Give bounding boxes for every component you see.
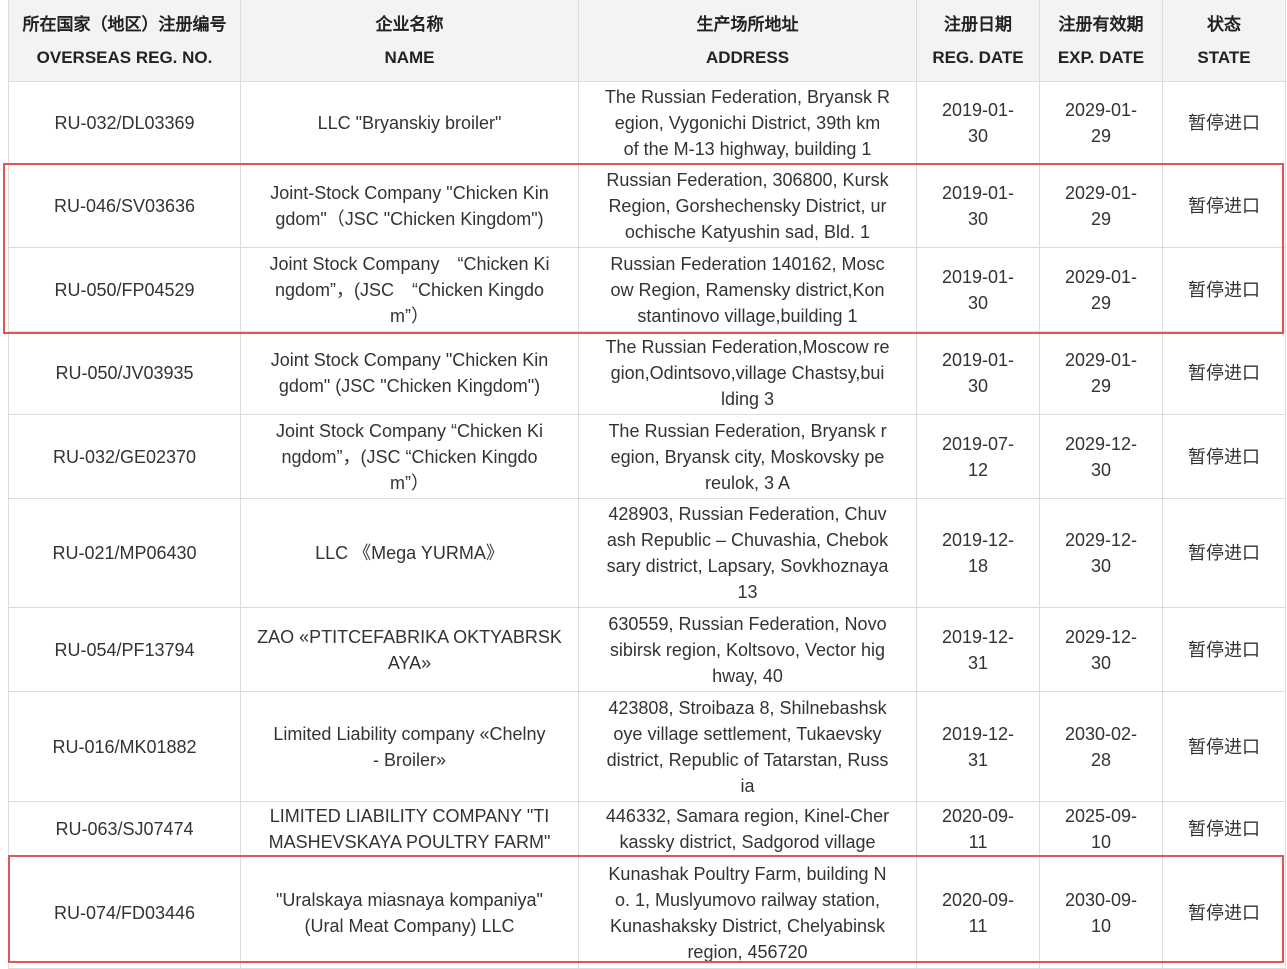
registration-table: 所在国家（地区）注册编号 OVERSEAS REG. NO. 企业名称 NAME 生… [8, 0, 1286, 969]
exp-date-cell: 2029-12- 30 [1039, 607, 1163, 692]
table-row: RU-063/SJ07474 LIMITED LIABILITY COMPANY … [8, 801, 1286, 857]
reg-date-cell: 2019-01- 30 [916, 247, 1040, 332]
header-en: ADDRESS [705, 47, 790, 67]
header-en: STATE [1197, 47, 1251, 67]
reg-no-cell: RU-021/MP06430 [8, 498, 241, 608]
header-reg-no: 所在国家（地区）注册编号 OVERSEAS REG. NO. [8, 0, 241, 82]
reg-no-cell: RU-046/SV03636 [8, 164, 241, 248]
header-reg-date: 注册日期 REG. DATE [916, 0, 1040, 82]
state-cell: 暂停进口 [1162, 498, 1286, 608]
header-zh: 生产场所地址 [696, 14, 799, 34]
reg-no-cell: RU-063/SJ07474 [8, 801, 241, 857]
table-row: RU-016/MK01882 Limited Liability company … [8, 691, 1286, 802]
exp-date-cell: 2029-01- 29 [1039, 331, 1163, 415]
address-cell: Kunashak Poultry Farm, building N o. 1, … [578, 856, 917, 969]
address-cell: The Russian Federation,Moscow re gion,Od… [578, 331, 917, 415]
address-cell: The Russian Federation, Bryansk r egion,… [578, 414, 917, 499]
header-en: EXP. DATE [1057, 47, 1145, 67]
exp-date-cell: 2030-02- 28 [1039, 691, 1163, 802]
table-row: RU-050/JV03935 Joint Stock Company "Chick… [8, 331, 1286, 415]
exp-date-cell: 2030-09- 10 [1039, 856, 1163, 969]
reg-date-cell: 2019-01- 30 [916, 331, 1040, 415]
table-row: RU-074/FD03446 "Uralskaya miasnaya kompan… [8, 856, 1286, 969]
state-cell: 暂停进口 [1162, 81, 1286, 165]
header-zh: 注册有效期 [1058, 14, 1144, 34]
reg-date-cell: 2019-12- 31 [916, 691, 1040, 802]
state-cell: 暂停进口 [1162, 856, 1286, 969]
reg-no-cell: RU-074/FD03446 [8, 856, 241, 969]
address-cell: 423808, Stroibaza 8, Shilnebashsk oye vi… [578, 691, 917, 802]
name-cell: "Uralskaya miasnaya kompaniya" (Ural Mea… [240, 856, 579, 969]
reg-no-cell: RU-032/GE02370 [8, 414, 241, 499]
header-row: 所在国家（地区）注册编号 OVERSEAS REG. NO. 企业名称 NAME 生… [8, 0, 1286, 82]
header-en: OVERSEAS REG. NO. [36, 47, 213, 67]
reg-no-cell: RU-016/MK01882 [8, 691, 241, 802]
name-cell: Joint-Stock Company "Chicken Kin gdom"（J… [240, 164, 579, 248]
address-cell: The Russian Federation, Bryansk R egion,… [578, 81, 917, 165]
header-state: 状态 STATE [1162, 0, 1286, 82]
state-cell: 暂停进口 [1162, 247, 1286, 332]
exp-date-cell: 2029-12- 30 [1039, 498, 1163, 608]
header-name: 企业名称 NAME [240, 0, 579, 82]
address-cell: 428903, Russian Federation, Chuv ash Rep… [578, 498, 917, 608]
header-zh: 所在国家（地区）注册编号 [22, 14, 227, 34]
reg-date-cell: 2019-07- 12 [916, 414, 1040, 499]
reg-no-cell: RU-054/PF13794 [8, 607, 241, 692]
reg-date-cell: 2019-01- 30 [916, 164, 1040, 248]
exp-date-cell: 2029-01- 29 [1039, 247, 1163, 332]
name-cell: ZAO «PTITCEFABRIKA OKTYABRSK AYA» [240, 607, 579, 692]
state-cell: 暂停进口 [1162, 331, 1286, 415]
reg-date-cell: 2020-09- 11 [916, 801, 1040, 857]
table-row: RU-050/FP04529 Joint Stock Company “Chick… [8, 247, 1286, 332]
header-exp-date: 注册有效期 EXP. DATE [1039, 0, 1163, 82]
state-cell: 暂停进口 [1162, 607, 1286, 692]
reg-date-cell: 2019-12- 31 [916, 607, 1040, 692]
header-zh: 状态 [1207, 14, 1241, 34]
state-cell: 暂停进口 [1162, 801, 1286, 857]
reg-date-cell: 2019-12- 18 [916, 498, 1040, 608]
exp-date-cell: 2029-12- 30 [1039, 414, 1163, 499]
header-en: REG. DATE [932, 47, 1024, 67]
state-cell: 暂停进口 [1162, 691, 1286, 802]
name-cell: LLC 《Mega YURMA》 [240, 498, 579, 608]
name-cell: Joint Stock Company "Chicken Kin gdom" (… [240, 331, 579, 415]
table-row: RU-054/PF13794 ZAO «PTITCEFABRIKA OKTYABR… [8, 607, 1286, 692]
table-row: RU-021/MP06430 LLC 《Mega YURMA》 428903, Ru… [8, 498, 1286, 608]
header-en: NAME [384, 47, 435, 67]
address-cell: 446332, Samara region, Kinel-Cher kassky… [578, 801, 917, 857]
reg-no-cell: RU-050/JV03935 [8, 331, 241, 415]
state-cell: 暂停进口 [1162, 164, 1286, 248]
address-cell: Russian Federation, 306800, Kursk Region… [578, 164, 917, 248]
reg-no-cell: RU-050/FP04529 [8, 247, 241, 332]
name-cell: Limited Liability company «Chelny - Broi… [240, 691, 579, 802]
table-row: RU-046/SV03636 Joint-Stock Company "Chick… [8, 164, 1286, 248]
header-address: 生产场所地址 ADDRESS [578, 0, 917, 82]
reg-date-cell: 2019-01- 30 [916, 81, 1040, 165]
name-cell: LLC "Bryanskiy broiler" [240, 81, 579, 165]
exp-date-cell: 2029-01- 29 [1039, 164, 1163, 248]
header-zh: 注册日期 [944, 14, 1012, 34]
name-cell: LIMITED LIABILITY COMPANY "TI MASHEVSKAY… [240, 801, 579, 857]
reg-date-cell: 2020-09- 11 [916, 856, 1040, 969]
name-cell: Joint Stock Company “Chicken Ki ngdom”，(… [240, 247, 579, 332]
name-cell: Joint Stock Company “Chicken Ki ngdom”，(… [240, 414, 579, 499]
address-cell: 630559, Russian Federation, Novo sibirsk… [578, 607, 917, 692]
state-cell: 暂停进口 [1162, 414, 1286, 499]
exp-date-cell: 2029-01- 29 [1039, 81, 1163, 165]
exp-date-cell: 2025-09- 10 [1039, 801, 1163, 857]
table-row: RU-032/GE02370 Joint Stock Company “Chick… [8, 414, 1286, 499]
address-cell: Russian Federation 140162, Mosc ow Regio… [578, 247, 917, 332]
header-zh: 企业名称 [375, 14, 444, 34]
table-row: RU-032/DL03369 LLC "Bryanskiy broiler" The… [8, 81, 1286, 165]
reg-no-cell: RU-032/DL03369 [8, 81, 241, 165]
